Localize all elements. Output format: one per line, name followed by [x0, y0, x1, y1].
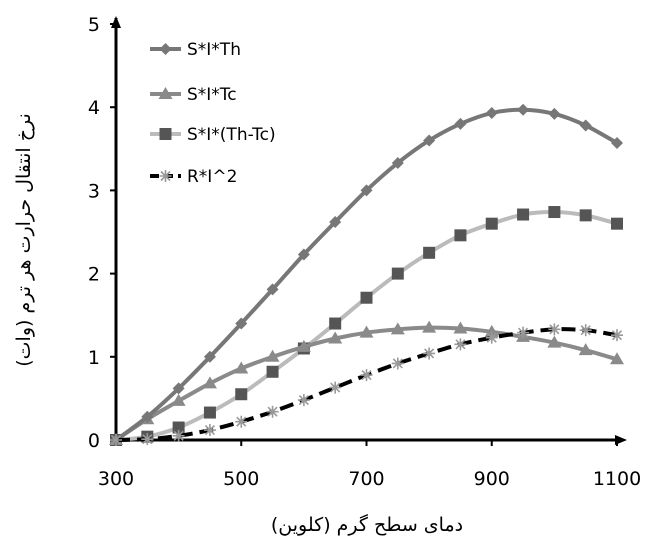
series-3-point — [172, 421, 185, 434]
series-2-point — [202, 376, 217, 389]
series-1-point — [329, 216, 342, 229]
x-tick-label: 900 — [474, 468, 510, 490]
series-3-point — [203, 406, 216, 419]
legend-label: S*I*Tc — [187, 85, 237, 105]
series-4-point — [485, 331, 498, 344]
series-3-point — [423, 246, 436, 259]
series-4-point — [203, 424, 216, 437]
series-2-point — [547, 335, 562, 348]
series-1-point — [391, 156, 404, 169]
series-2-point — [265, 349, 280, 362]
series-2-point — [453, 321, 468, 334]
series-4-point — [141, 433, 154, 446]
series-4-point — [110, 434, 122, 446]
series-1-point — [203, 350, 216, 363]
x-tick-label: 1100 — [593, 468, 641, 490]
series-1-line — [114, 107, 619, 442]
y-tick-label: 0 — [88, 430, 100, 452]
series-3-point — [266, 365, 279, 378]
legend-swatch-marker — [159, 128, 172, 140]
series-3-point — [360, 291, 373, 304]
y-tick-label: 1 — [88, 347, 100, 369]
x-tick-label: 700 — [348, 468, 384, 490]
legend-item-4: R*I^2 — [150, 167, 237, 187]
series-3-point — [454, 229, 467, 242]
series-1-point — [611, 136, 623, 149]
series-4-point — [297, 394, 310, 407]
legend-swatch-marker — [159, 43, 172, 55]
series-3-point — [579, 209, 592, 222]
series-2-point — [578, 343, 593, 356]
series-4-point — [235, 415, 248, 428]
series-1-point — [548, 107, 561, 120]
legend-item-2: S*I*Tc — [150, 85, 237, 105]
series-3-point — [329, 317, 342, 330]
series-1-point — [579, 119, 592, 132]
series-4-point — [454, 338, 467, 351]
series-2-point — [610, 352, 624, 365]
series-2-point — [296, 339, 311, 352]
series-4 — [110, 323, 623, 446]
series-4-point — [360, 369, 373, 382]
series-3-point — [611, 217, 623, 230]
series-2-point — [171, 393, 186, 406]
series-4-point — [517, 326, 530, 339]
legend-item-3: S*I*(Th-Tc) — [150, 125, 276, 145]
x-tick-label: 500 — [223, 468, 259, 490]
y-tick-label: 5 — [88, 14, 100, 36]
legend-label: S*I*(Th-Tc) — [187, 125, 276, 145]
series-4-point — [423, 347, 436, 360]
series-4-point — [611, 329, 623, 342]
series-1-point — [517, 103, 530, 116]
series-1-point — [485, 107, 498, 120]
legend-label: S*I*Th — [187, 40, 241, 60]
series-1-point — [172, 382, 185, 395]
series-3-point — [517, 208, 530, 221]
x-axis-title: دمای سطح گرم (کلوین) — [271, 513, 463, 536]
series-3-point — [391, 267, 404, 280]
series-4-point — [266, 405, 279, 418]
legend-swatch-marker — [159, 170, 172, 182]
legend-item-1: S*I*Th — [150, 40, 241, 60]
series-3 — [110, 206, 623, 446]
legend-label: R*I^2 — [187, 167, 237, 187]
legend: S*I*Th S*I*Tc S*I*(Th-Tc) R*I^2 — [150, 40, 276, 187]
series-4-point — [579, 324, 592, 337]
series-1-point — [360, 184, 373, 197]
axes: 0 1 2 3 4 5 300 500 700 900 1100 — [88, 14, 641, 490]
series-1-point — [141, 410, 154, 423]
series-2-point — [234, 361, 249, 374]
y-axis-arrow — [111, 16, 121, 28]
y-axis-title: نرخ انتقال حرارت هر ترم (وات) — [13, 113, 35, 367]
series-4-point — [548, 323, 561, 336]
series-2-point — [328, 331, 343, 344]
series-4-point — [391, 357, 404, 370]
series-2-point — [359, 325, 374, 338]
series-4-point — [329, 381, 342, 394]
legend-swatch-marker — [158, 87, 173, 99]
series-1-point — [454, 117, 467, 130]
series-1-point — [297, 248, 310, 261]
x-tick-label: 300 — [98, 468, 134, 490]
series-layer — [109, 103, 624, 446]
series-1-point — [266, 283, 279, 296]
series-2-point — [422, 320, 437, 333]
series-2-point — [390, 322, 405, 335]
series-3-point — [235, 388, 248, 401]
series-1-point — [235, 317, 248, 330]
y-tick-label: 3 — [88, 180, 100, 202]
series-1-point — [423, 134, 436, 147]
series-4-point — [172, 429, 185, 442]
series-3-point — [548, 206, 561, 219]
series-1 — [110, 103, 623, 446]
series-3-point — [485, 217, 498, 230]
y-tick-label: 2 — [88, 264, 100, 286]
y-tick-label: 4 — [88, 97, 100, 119]
